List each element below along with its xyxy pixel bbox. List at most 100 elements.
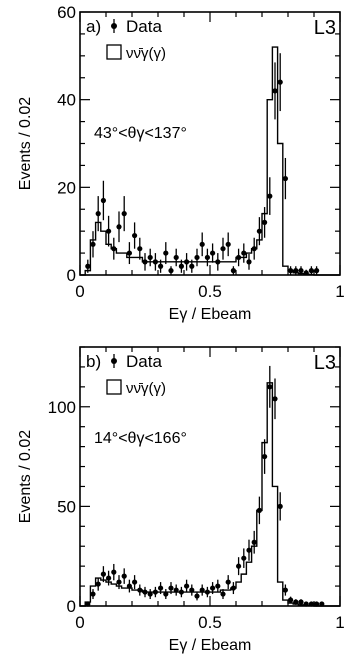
data-point	[303, 270, 309, 276]
data-point	[158, 585, 164, 591]
data-point	[282, 587, 288, 593]
panel-label: b)	[86, 352, 101, 371]
x-tick-label: 0.5	[198, 282, 222, 301]
experiment-label: L3	[314, 352, 336, 374]
x-tick-label: 0	[75, 613, 84, 632]
data-point	[168, 268, 174, 274]
data-point	[246, 547, 252, 553]
data-point	[173, 587, 179, 593]
data-point	[194, 593, 200, 599]
x-tick-label: 1	[335, 282, 344, 301]
data-point	[236, 563, 242, 569]
data-point	[168, 585, 174, 591]
y-tick-label: 50	[57, 497, 76, 516]
data-point	[256, 228, 262, 234]
data-point	[282, 175, 288, 182]
data-point	[215, 583, 221, 589]
data-point	[178, 263, 184, 269]
y-tick-label: 100	[48, 398, 76, 417]
panel-b: 0 0.5 1 0 50 100 Eγ / Ebeam Events / 0.02 b) Data…	[17, 346, 344, 654]
legend-mc-box	[106, 379, 122, 395]
data-point	[298, 599, 304, 605]
data-point	[308, 601, 314, 607]
data-point	[100, 197, 106, 204]
y-tick-label: 40	[57, 91, 76, 110]
data-point	[142, 589, 148, 595]
panel-label: a)	[86, 17, 101, 36]
data-point	[100, 571, 106, 577]
legend-mc-box	[106, 44, 122, 60]
data-point	[215, 259, 221, 265]
data-point	[230, 585, 236, 591]
data-point	[194, 254, 200, 261]
data-point	[173, 254, 179, 261]
data-point	[147, 591, 153, 597]
data-point	[230, 268, 236, 274]
data-point	[106, 575, 112, 581]
data-point	[303, 601, 309, 607]
data-point	[90, 591, 96, 597]
data-point	[210, 250, 216, 256]
data-point	[126, 250, 132, 256]
selection-cut-label: 43°<θγ<137°	[94, 125, 187, 142]
data-point	[111, 569, 117, 575]
data-point	[163, 250, 169, 256]
y-axis-label: Events / 0.02	[17, 97, 34, 190]
data-point	[308, 268, 314, 274]
data-point	[288, 597, 294, 603]
x-tick-label: 1	[335, 613, 344, 632]
data-point	[262, 453, 268, 460]
data-point	[163, 591, 169, 597]
data-point	[267, 384, 273, 390]
y-tick-label: 20	[57, 178, 76, 197]
data-point	[85, 263, 91, 269]
data-point	[199, 587, 205, 593]
data-point	[95, 211, 101, 217]
data-point	[251, 246, 257, 252]
data-point	[298, 268, 304, 274]
legend-mc-label: νν̄γ(γ)	[126, 45, 166, 62]
data-point	[184, 259, 190, 265]
y-axis-label: Events / 0.02	[17, 430, 34, 523]
data-point	[277, 79, 283, 85]
x-tick-label: 0	[75, 282, 84, 301]
data-point	[189, 263, 195, 269]
data-point	[288, 268, 294, 274]
legend-data-marker	[111, 358, 117, 364]
y-tick-label: 0	[67, 597, 76, 616]
data-point	[220, 591, 226, 597]
data-point	[293, 268, 299, 274]
y-tick-label: 0	[67, 266, 76, 285]
data-point	[158, 263, 164, 269]
mc-histogram	[80, 382, 340, 607]
selection-cut-label: 14°<θγ<166°	[94, 430, 187, 447]
legend-data-marker	[111, 23, 117, 29]
data-point	[90, 241, 96, 247]
y-tick-label: 60	[57, 3, 76, 22]
data-point	[85, 601, 91, 607]
data-point	[121, 573, 127, 579]
x-tick-label: 0.5	[198, 613, 222, 632]
data-point	[137, 587, 143, 593]
data-point	[204, 589, 210, 595]
plot-frame	[79, 346, 341, 607]
data-point	[199, 241, 205, 247]
mc-histogram	[80, 46, 340, 276]
data-point	[272, 396, 278, 402]
data-point	[277, 503, 283, 509]
data-point	[314, 601, 320, 607]
data-point	[121, 211, 127, 217]
data-point	[236, 254, 242, 261]
data-point	[241, 555, 247, 561]
data-point	[251, 539, 257, 545]
x-axis-label: Eγ / Ebeam	[169, 306, 252, 323]
data-point	[152, 259, 158, 265]
data-point	[142, 259, 148, 265]
data-point	[147, 254, 153, 261]
data-point	[272, 88, 278, 94]
data-point	[189, 587, 195, 593]
experiment-label: L3	[314, 17, 336, 39]
data-point	[262, 219, 268, 225]
data-point	[95, 581, 101, 587]
